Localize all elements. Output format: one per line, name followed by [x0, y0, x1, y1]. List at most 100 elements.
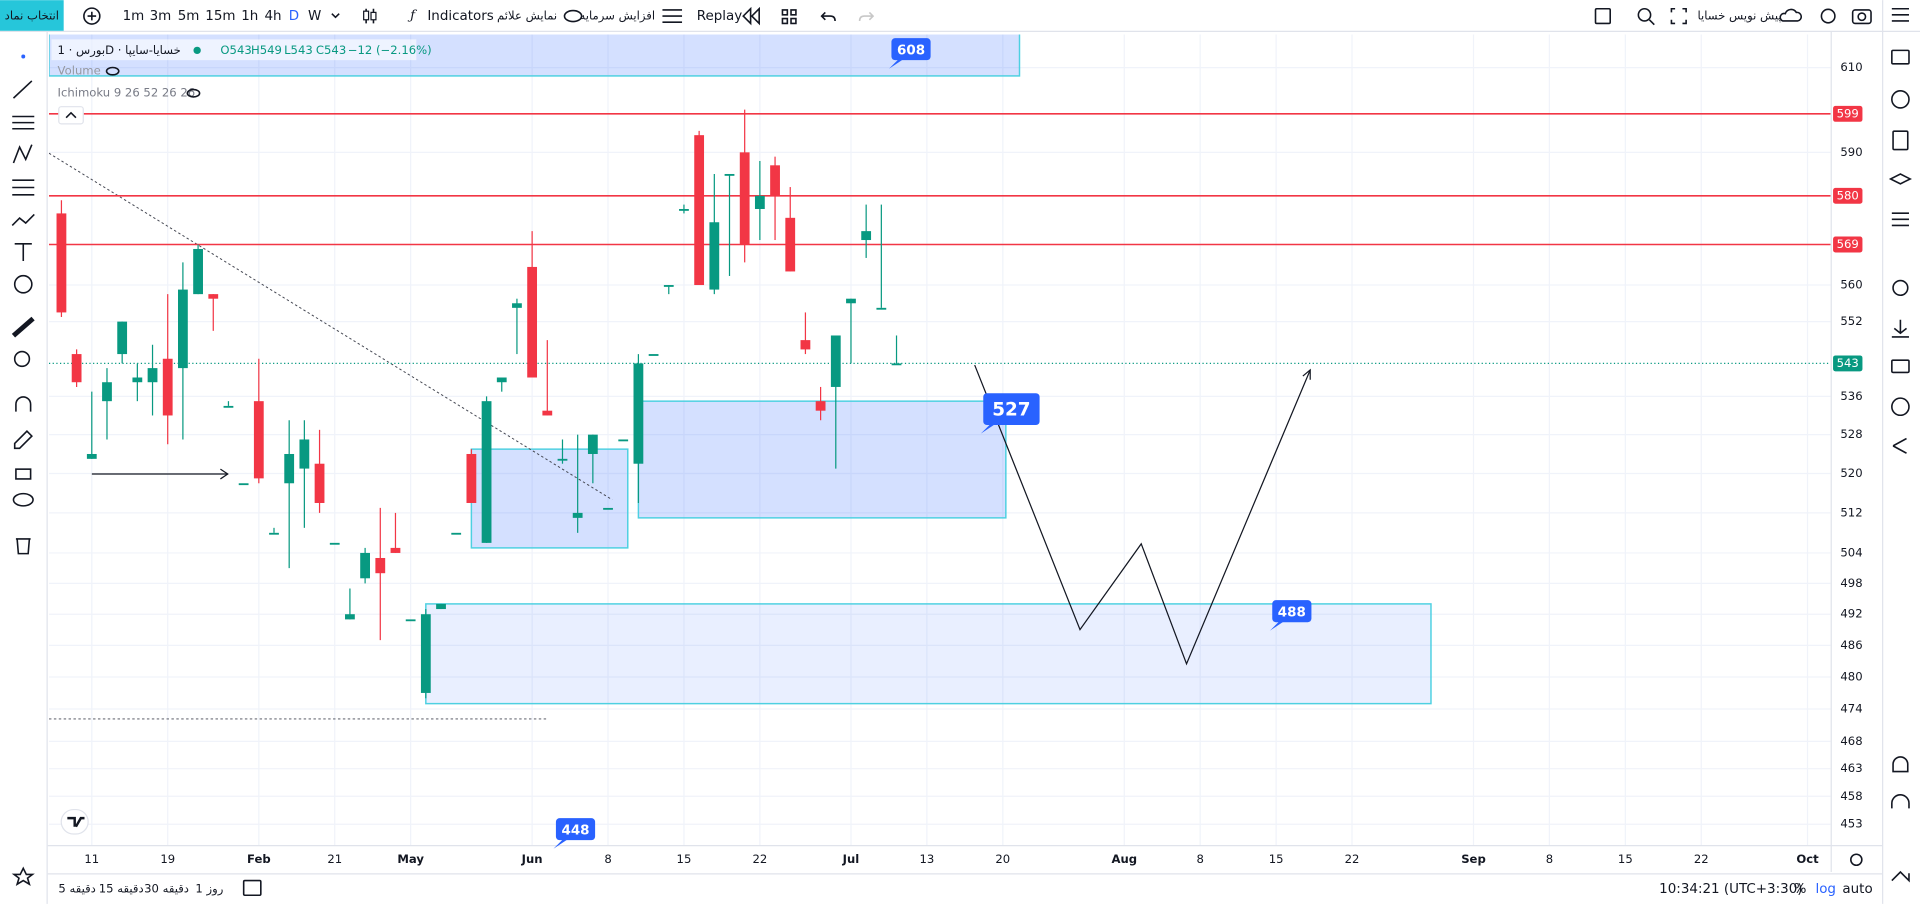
- draft-layout-name[interactable]: پیش نویس خسایا: [1697, 9, 1781, 24]
- layout-square-icon[interactable]: [1594, 7, 1611, 25]
- support-icon[interactable]: [1891, 794, 1910, 809]
- candle-body: [178, 289, 188, 369]
- volume-hidden-icon[interactable]: [105, 66, 120, 76]
- projection-tool[interactable]: [12, 179, 35, 196]
- y-tick-label: 474: [1840, 701, 1862, 715]
- forecast-tool[interactable]: [11, 213, 35, 227]
- alerts-icon[interactable]: [1891, 89, 1910, 109]
- interval-chevron[interactable]: [331, 13, 340, 19]
- symbol-button-label[interactable]: انتخاب نماد: [5, 9, 59, 23]
- zoom-tool[interactable]: [13, 350, 31, 368]
- indicators-button[interactable]: Indicators: [427, 9, 493, 24]
- fx-icon[interactable]: ƒ: [407, 9, 417, 24]
- pattern-tool[interactable]: [12, 144, 33, 164]
- watchlist-star[interactable]: [11, 866, 35, 886]
- callout-tail: [553, 838, 569, 849]
- interval-button[interactable]: 4h: [265, 9, 282, 24]
- fullscreen-icon[interactable]: [1670, 7, 1687, 25]
- add-symbol-icon[interactable]: [83, 7, 101, 25]
- layout-icon[interactable]: [781, 9, 797, 25]
- y-tick-label: 528: [1840, 427, 1862, 441]
- interval-button[interactable]: D: [289, 9, 299, 24]
- interval-button[interactable]: 5m: [178, 9, 200, 24]
- x-tick-label: 15: [677, 852, 692, 866]
- profile-icon[interactable]: [1891, 397, 1910, 417]
- candle-body: [253, 401, 264, 479]
- plot-area: [48, 34, 1831, 846]
- ichimoku-hidden-icon[interactable]: [186, 88, 201, 98]
- axis-settings-icon[interactable]: [1850, 853, 1863, 867]
- symbol-button[interactable]: [0, 0, 64, 31]
- y-tick-label: 504: [1840, 545, 1862, 559]
- show-signals-button[interactable]: نمایش علائم: [497, 9, 557, 24]
- callout-bubble: [555, 818, 596, 841]
- fib-tool[interactable]: [12, 115, 35, 130]
- candle-body: [223, 405, 234, 408]
- visibility-tool[interactable]: [12, 492, 34, 507]
- sliders-icon[interactable]: [662, 9, 683, 23]
- replay-button[interactable]: Replay: [697, 9, 743, 24]
- candle-body: [572, 512, 583, 518]
- share-icon[interactable]: [1892, 437, 1907, 454]
- collapse-legend-button[interactable]: [58, 106, 84, 125]
- range-button[interactable]: دقیقه 30: [144, 882, 189, 896]
- chart-type-candle: [370, 11, 377, 21]
- log-toggle[interactable]: log: [1815, 882, 1836, 897]
- candle-body: [648, 354, 659, 356]
- x-tick-label: 15: [1269, 852, 1284, 866]
- settings-side-icon[interactable]: [1892, 279, 1909, 297]
- eye-icon[interactable]: [563, 9, 583, 23]
- camera-icon[interactable]: [1851, 9, 1872, 25]
- account-icon[interactable]: [1891, 359, 1910, 374]
- layers-icon[interactable]: [1888, 173, 1912, 185]
- clock: 10:34:21 (UTC+3:30): [1659, 882, 1802, 897]
- magnet-tool[interactable]: [15, 396, 32, 412]
- interval-button[interactable]: W: [308, 9, 321, 24]
- callout-tail: [1269, 620, 1285, 631]
- range-button[interactable]: دقیقه 5: [58, 882, 95, 896]
- news-icon[interactable]: [1891, 212, 1909, 227]
- delete-tool[interactable]: [15, 538, 31, 555]
- range-button[interactable]: روز 1: [195, 882, 223, 897]
- x-tick-label: Jun: [521, 852, 543, 866]
- menu-icon[interactable]: [1891, 7, 1909, 22]
- y-tick-label: 552: [1840, 314, 1862, 328]
- trendline-tool[interactable]: [12, 80, 33, 99]
- undo-icon[interactable]: [820, 11, 836, 22]
- top-toolbar: انتخاب نماد ƒ Indicators نمایش علائم افز…: [0, 0, 1909, 31]
- interval-button[interactable]: 3m: [150, 9, 172, 24]
- lock-tool[interactable]: [15, 468, 32, 480]
- percent-toggle[interactable]: %: [1794, 882, 1807, 897]
- candle-body: [314, 463, 325, 503]
- text-tool[interactable]: [14, 243, 32, 261]
- legend-symbol: بورس · 1D · خسایا-سایپا: [58, 43, 181, 58]
- draw-mode-tool[interactable]: [13, 430, 33, 450]
- notes-icon[interactable]: [1892, 130, 1909, 151]
- replay-icon[interactable]: [742, 6, 760, 26]
- settings-icon[interactable]: [1820, 8, 1836, 24]
- candle-body: [800, 340, 811, 350]
- home-icon[interactable]: [1891, 870, 1910, 883]
- goto-date-icon[interactable]: [242, 879, 262, 897]
- y-tick-label: 463: [1840, 761, 1862, 775]
- interval-button[interactable]: 1m: [123, 9, 145, 24]
- cursor-tool[interactable]: [21, 54, 26, 59]
- legend-ohlc: O543 H549 L543 C543 −12 (−2.16%): [220, 43, 431, 57]
- auto-toggle[interactable]: auto: [1842, 882, 1872, 897]
- watchlist-icon[interactable]: [1891, 49, 1910, 65]
- cloud-icon[interactable]: [1779, 8, 1803, 22]
- candle-body: [162, 358, 173, 416]
- candle-body: [208, 294, 219, 299]
- download-icon[interactable]: [1891, 319, 1909, 338]
- interval-button[interactable]: 15m: [205, 9, 235, 24]
- notifications-icon[interactable]: [1892, 756, 1909, 773]
- redo-icon[interactable]: [858, 11, 875, 22]
- capital-button[interactable]: افزایش سرمایه: [580, 9, 656, 24]
- candle-body: [512, 303, 522, 308]
- range-button[interactable]: دقیقه 15: [99, 882, 144, 896]
- ruler-tool[interactable]: [11, 316, 35, 338]
- search-icon[interactable]: [1637, 7, 1652, 22]
- interval-button[interactable]: 1h: [241, 9, 258, 24]
- x-tick-label: 13: [919, 852, 934, 866]
- emoji-tool[interactable]: [13, 274, 33, 294]
